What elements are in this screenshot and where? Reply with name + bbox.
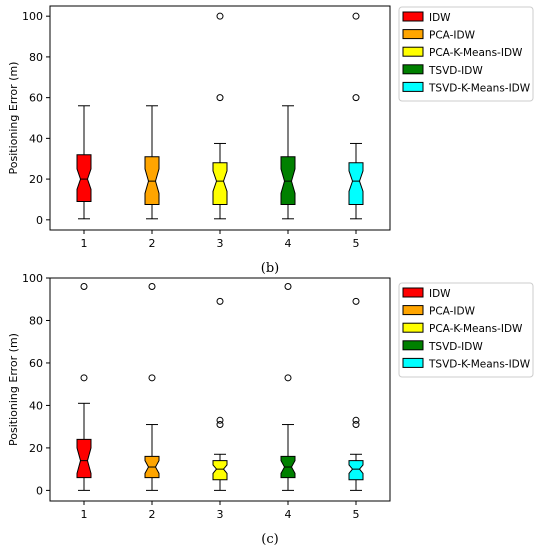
legend-label: TSVD-K-Means-IDW [428,358,531,370]
box-body [76,154,92,202]
y-tick-label: 20 [29,173,43,186]
outlier-point [216,416,224,424]
y-tick-label: 80 [29,314,43,327]
outlier-point [352,94,360,102]
outlier-point [80,282,88,290]
legend-label: TSVD-K-Means-IDW [428,82,531,94]
outlier-point [148,282,156,290]
legend-frame [398,282,534,378]
box-5 [348,12,364,220]
legend-label: TSVD-IDW [428,65,483,77]
y-axis-label: Positioning Error (m) [7,333,20,446]
outlier-point [148,374,156,382]
box-3 [212,297,228,491]
y-tick-label: 100 [22,272,43,285]
legend-label: TSVD-IDW [428,341,483,353]
legend-swatch [402,11,424,22]
panel-caption: (c) [261,532,278,547]
x-tick-label: 4 [285,237,292,250]
y-tick-label: 80 [29,51,43,64]
y-tick-label: 40 [29,132,43,145]
legend-swatch [402,64,424,75]
x-tick-label: 1 [81,508,88,521]
box-1 [76,105,92,220]
legend-swatch [402,322,424,333]
x-tick-label: 2 [149,237,156,250]
x-tick-label: 2 [149,508,156,521]
outlier-point [216,94,224,102]
legend-label: IDW [429,288,451,300]
x-tick-label: 5 [353,508,360,521]
outlier-point [80,374,88,382]
outlier-point [216,297,224,305]
box-body [348,162,364,205]
legend-label: PCA-K-Means-IDW [429,323,523,335]
outlier-point [216,421,224,429]
box-2 [144,105,160,220]
outlier-point [284,282,292,290]
box-3 [212,12,228,220]
x-tick-label: 3 [217,237,224,250]
x-tick-label: 1 [81,237,88,250]
box-body [348,460,364,481]
legend-swatch [402,46,424,57]
box-4 [280,105,296,220]
legend-label: IDW [429,12,451,24]
y-tick-label: 60 [29,92,43,105]
legend-label: PCA-IDW [429,306,476,318]
box-1 [76,282,92,491]
outlier-point [352,297,360,305]
box-body [212,460,228,481]
y-tick-label: 60 [29,357,43,370]
box-4 [280,282,296,491]
box-5 [348,297,364,491]
y-tick-label: 100 [22,10,43,23]
y-tick-label: 0 [36,484,43,497]
outlier-point [352,416,360,424]
panel-caption: (b) [261,261,279,276]
legend-label: PCA-K-Means-IDW [429,47,523,59]
box-body [280,156,296,205]
legend-swatch [402,357,424,368]
legend-swatch [402,81,424,92]
legend: IDW PCA-IDW PCA-K-Means-IDW TSVD-IDW TSVD-K-… [398,6,534,102]
outlier-point [216,12,224,20]
legend-swatch [402,305,424,316]
box-2 [144,282,160,491]
legend-frame [398,6,534,102]
x-tick-label: 5 [353,237,360,250]
outlier-point [352,12,360,20]
box-body [144,156,160,205]
legend-swatch [402,340,424,351]
y-tick-label: 40 [29,399,43,412]
box-body [212,162,228,205]
chart-panel-1: 0 20 40 60 80 100 Positioning Error (m) 1 2 3 4 5 ID… [7,5,534,276]
chart-panel-2: 0 20 40 60 80 100 Positioning Error (m) 1 2 3 4 5 ID… [7,272,534,547]
legend-swatch [402,287,424,298]
outlier-point [352,421,360,429]
x-tick-label: 3 [217,508,224,521]
legend-label: PCA-IDW [429,30,476,42]
x-tick-label: 4 [285,508,292,521]
y-axis-label: Positioning Error (m) [7,62,20,175]
y-tick-label: 20 [29,442,43,455]
legend-swatch [402,29,424,40]
outlier-point [284,374,292,382]
y-tick-label: 0 [36,214,43,227]
legend: IDW PCA-IDW PCA-K-Means-IDW TSVD-IDW TSVD-K-… [398,282,534,378]
box-body [76,438,92,479]
